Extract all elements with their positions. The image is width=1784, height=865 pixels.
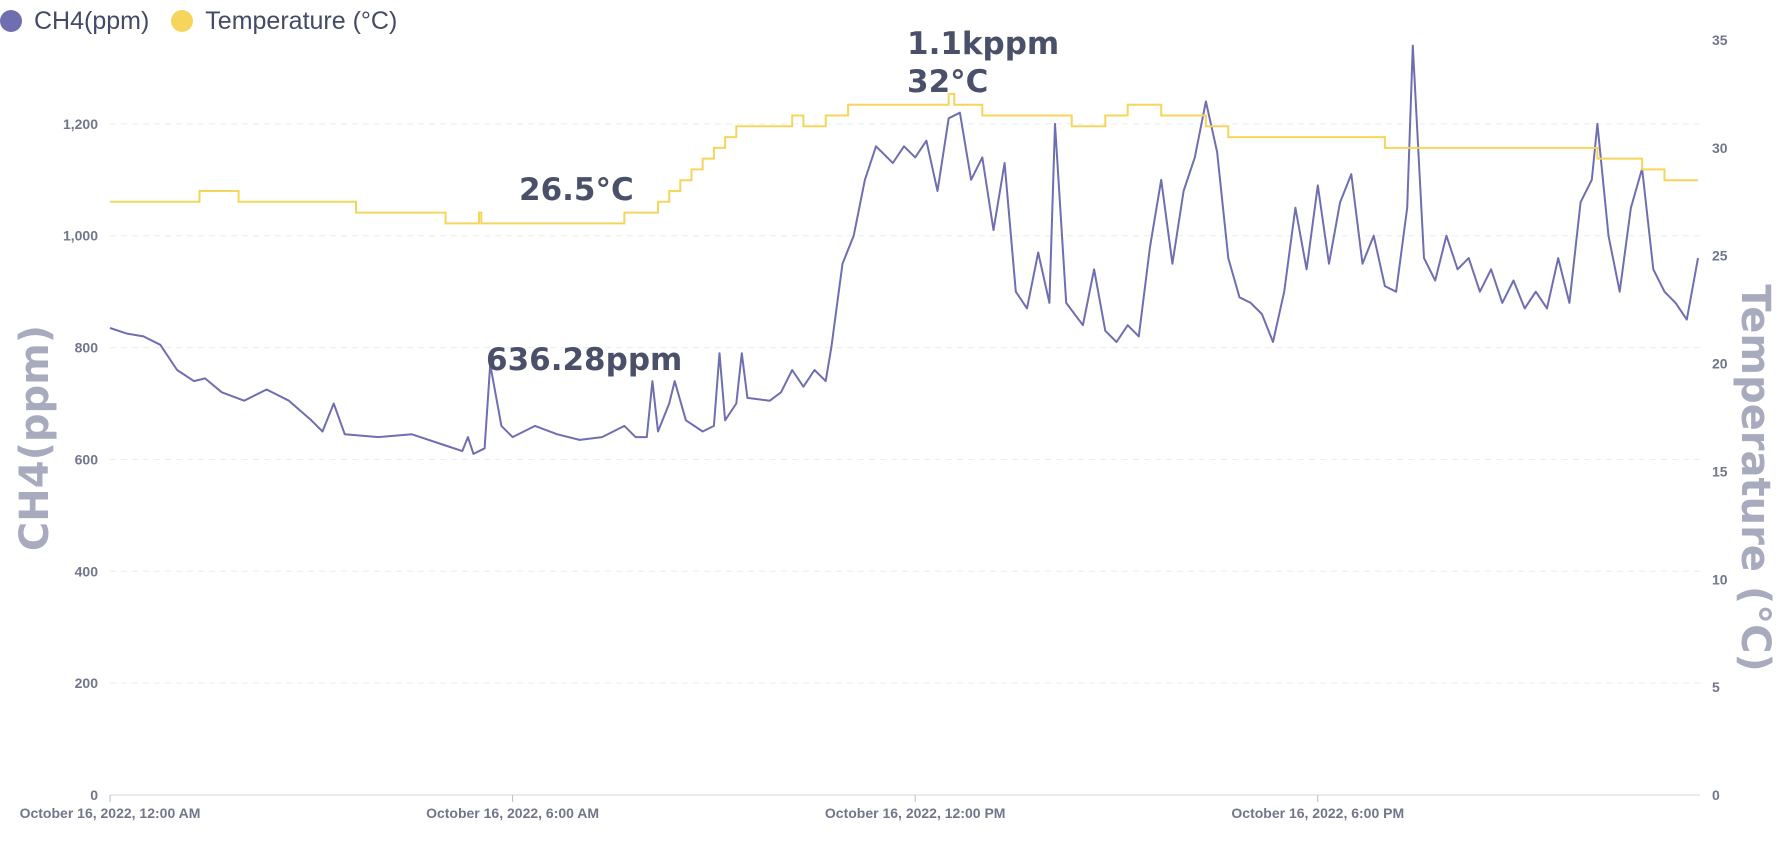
y-right-tick-label: 35 xyxy=(1712,32,1728,48)
y-left-tick-label: 600 xyxy=(75,451,99,467)
y-left-axis-title: CH4(ppm) xyxy=(12,325,58,551)
annotation-ch4-min: 636.28ppm xyxy=(486,342,682,378)
y-left-tick-label: 0 xyxy=(90,787,98,803)
chart-legend: CH4(ppm) Temperature (°C) xyxy=(0,4,397,38)
legend-label-ch4: CH4(ppm) xyxy=(34,6,150,35)
x-tick-label: October 16, 2022, 6:00 AM xyxy=(426,805,599,821)
annotation-temp-min: 26.5°C xyxy=(519,172,634,208)
y-right-tick-label: 25 xyxy=(1712,248,1728,264)
x-tick-label: October 16, 2022, 6:00 PM xyxy=(1231,805,1404,821)
legend-label-temperature: Temperature (°C) xyxy=(205,6,398,35)
y-right-tick-label: 5 xyxy=(1712,679,1720,695)
annotation-temp-max: 32°C xyxy=(907,64,988,100)
temperature-series-line xyxy=(110,92,1698,225)
y-left-tick-label: 800 xyxy=(75,340,99,356)
y-right-tick-label: 0 xyxy=(1712,787,1720,803)
legend-swatch-ch4 xyxy=(0,10,22,32)
grid-layer xyxy=(110,123,1700,684)
x-tick-label: October 16, 2022, 12:00 PM xyxy=(825,805,1006,821)
annotation-ch4-max: 1.1kppm xyxy=(907,26,1059,62)
y-right-tick-label: 20 xyxy=(1712,356,1728,372)
legend-item-temperature[interactable]: Temperature (°C) xyxy=(171,7,397,36)
y-left-tick-label: 400 xyxy=(75,563,99,579)
y-right-tick-label: 15 xyxy=(1712,463,1728,479)
y-left-tick-label: 1,000 xyxy=(63,228,98,244)
y-right-tick-label: 30 xyxy=(1712,140,1728,156)
y-left-tick-label: 200 xyxy=(75,675,99,691)
series-layer xyxy=(109,44,1699,455)
axes-layer: 0 200 400 600 800 1,000 1,200 0 5 10 15 20 25 30 35 Oct… xyxy=(12,32,1778,821)
x-tick-label: October 16, 2022, 12:00 AM xyxy=(20,805,201,821)
legend-swatch-temperature xyxy=(171,10,194,32)
legend-item-ch4[interactable]: CH4(ppm) xyxy=(0,7,149,36)
y-left-tick-label: 1,200 xyxy=(63,116,98,132)
ch4-series-line xyxy=(109,44,1699,455)
y-right-tick-label: 10 xyxy=(1712,571,1728,587)
y-right-axis-title: Temperature (°C) xyxy=(1732,284,1778,672)
